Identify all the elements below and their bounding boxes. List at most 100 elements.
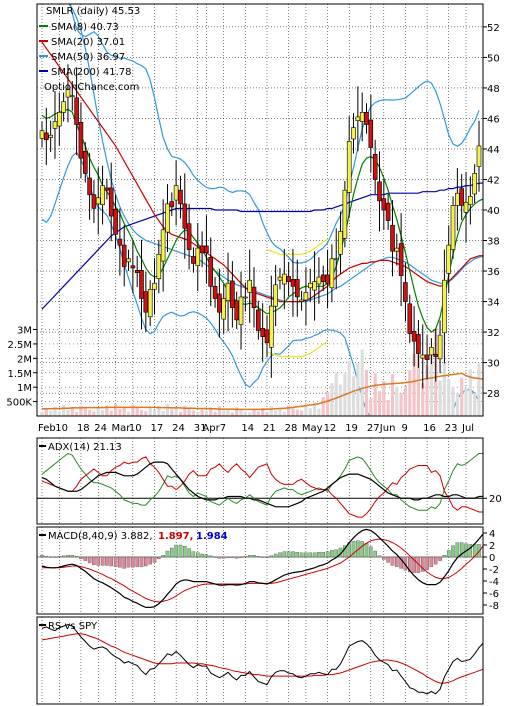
volume-bar [118,409,122,416]
macd-histogram-bar [204,554,209,558]
candle [178,175,183,219]
candle [437,320,443,374]
volume-bar [53,407,57,416]
macd-histogram-bar [48,556,53,558]
macd-histogram-bar [183,546,187,558]
candle-body [281,273,287,285]
macd-histogram-bar [221,556,226,559]
candle [126,249,131,271]
candle-body [355,116,361,122]
candle-body [160,229,166,262]
candle-body [472,173,478,195]
candle [312,251,317,321]
price-panel-frame [36,3,484,417]
keltner-upper [266,238,328,255]
macd-histogram-bar [247,555,252,558]
candle [143,271,149,333]
candle [390,200,395,277]
x-tick-label: Jun [379,423,396,434]
candle-body [273,284,278,307]
volume-bar [282,412,286,416]
candle-body [100,185,105,206]
candle [286,261,291,297]
candle-body [156,254,162,280]
candle [394,233,400,266]
candle-body [212,285,218,299]
volume-bar [88,410,92,416]
price-tick-label: 34 [487,298,500,309]
candle-body [43,132,49,141]
candle [130,240,136,294]
macd-histogram-bar [243,556,248,558]
macd-tick-label: 4 [489,529,495,540]
volume-bar [66,409,70,416]
volume-tick-label: 2M [17,354,32,365]
volume-bar [377,391,382,416]
candle [407,294,413,343]
macd-signal-value: 1.897, [158,531,193,542]
macd-histogram-bar [299,552,304,558]
candle-body [320,274,326,283]
candle [247,249,252,323]
candle [385,194,391,230]
candle [208,237,213,307]
x-tick-label: 16 [423,423,436,434]
candle-body [359,112,365,122]
macd-histogram-bar [144,556,148,567]
rs-line [41,623,484,695]
candle-body [126,258,131,263]
x-tick-label: Feb [38,423,56,434]
volume-bar [222,410,226,416]
macd-histogram-bar [256,556,261,558]
macd-histogram-bar [312,552,317,558]
candle [152,258,157,315]
volume-bar [109,410,113,416]
candle [307,268,313,303]
macd-tick-label: 0 [489,553,495,564]
bollinger-upper [69,4,480,264]
volume-bar [442,363,446,416]
macd-histogram-bar [295,552,300,558]
candle [56,92,62,146]
candle-body [333,258,339,261]
volume-bar [101,410,105,416]
candle-body [381,198,387,211]
x-tick-label: 9 [401,423,407,434]
candle [117,208,123,276]
candle-body [377,181,382,202]
macd-histogram-bar [53,556,57,558]
candle-body [459,188,465,206]
volume-bar [399,393,403,416]
candle [442,249,447,364]
volume-bar [412,353,416,416]
macd-histogram-bar [399,556,403,569]
volume-bars [40,328,484,416]
volume-bar [75,412,79,416]
candle-body [416,334,421,354]
candle-body [108,187,114,217]
macd-histogram-bar [87,556,92,564]
macd-histogram-bar [286,551,291,558]
candle-body [264,329,270,344]
candle-body [208,256,213,287]
macd-histogram-bar [382,556,386,560]
x-tick-label: May [302,423,323,434]
candle-body [467,196,473,206]
rs-label-group: RS vs SPY [39,621,98,632]
candle-body [83,151,88,174]
rs-panel-frame [36,616,484,705]
candle-body [429,346,434,356]
candle [48,120,54,152]
candle-body [87,177,92,196]
volume-bar [364,369,369,416]
volume-bar [157,406,161,416]
candle-body [437,334,443,360]
candle-body [199,245,205,254]
legend-label-sma50: SMA(50) 36.97 [51,52,125,63]
candle-body [463,202,469,213]
volume-bar [390,374,395,416]
candle [147,280,153,326]
x-tick-label: 10 [55,423,68,434]
macd-histogram-bar [442,555,447,558]
